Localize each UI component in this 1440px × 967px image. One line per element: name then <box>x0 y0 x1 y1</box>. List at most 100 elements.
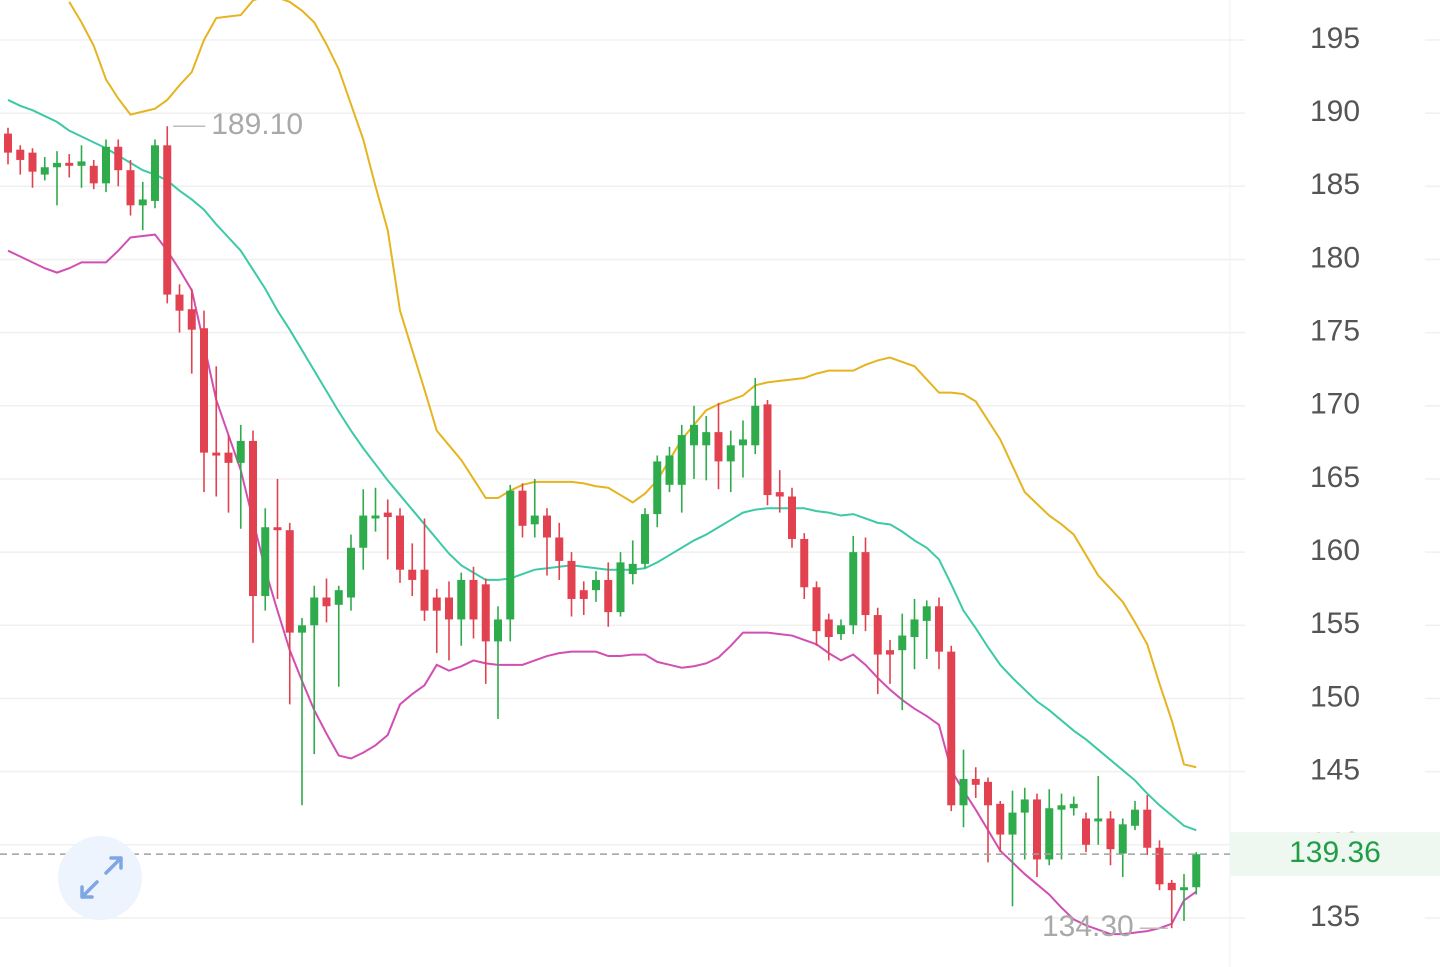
y-tick-label: 175 <box>1310 315 1360 348</box>
y-tick-label: 170 <box>1310 388 1360 421</box>
candle-body <box>249 440 257 597</box>
candle-body <box>935 606 943 652</box>
candle-body <box>996 803 1005 835</box>
candle-body <box>494 619 502 642</box>
candle-body <box>592 579 600 591</box>
candle-body <box>763 404 772 496</box>
candle-body <box>922 606 931 621</box>
candle-body <box>273 527 282 531</box>
expand-button[interactable] <box>58 836 142 920</box>
y-tick-label: 190 <box>1310 95 1360 128</box>
candle-body <box>555 537 564 561</box>
candle-body <box>175 294 184 311</box>
candle-body <box>1167 882 1176 891</box>
candle-body <box>65 162 74 166</box>
candle-body <box>200 328 208 453</box>
candle-body <box>947 651 956 806</box>
candle-body <box>628 563 637 575</box>
candle-body <box>77 161 86 166</box>
candle-body <box>788 496 796 539</box>
candle-body <box>163 145 172 295</box>
candle-body <box>910 619 919 638</box>
candle-body <box>1131 809 1139 826</box>
candle-body <box>898 635 907 651</box>
last-price-label: 139.36 <box>1289 836 1381 869</box>
candle-body <box>224 452 233 463</box>
candle-body <box>1143 809 1152 848</box>
candle-body <box>334 590 343 605</box>
y-tick-label: 145 <box>1310 754 1360 787</box>
candle-body <box>530 515 539 525</box>
candle-body <box>579 590 588 599</box>
candle-body <box>800 538 809 588</box>
candle-body <box>812 587 821 632</box>
candle-body <box>102 146 110 184</box>
candle-body <box>751 405 760 446</box>
max-label: 189.10 <box>211 108 303 141</box>
candle-body <box>469 579 478 620</box>
candle-body <box>1033 799 1041 860</box>
candle-body <box>126 170 135 206</box>
candle-body <box>959 778 968 806</box>
candle-body <box>457 579 466 620</box>
candle-body <box>886 650 894 655</box>
candle-body <box>16 149 25 160</box>
candle-body <box>310 597 319 626</box>
candle-body <box>1045 808 1054 860</box>
candle-body <box>1118 824 1127 854</box>
candle-body <box>396 515 404 570</box>
candle-body <box>285 530 294 633</box>
candle-body <box>359 515 368 548</box>
last-price-box <box>1230 832 1440 877</box>
y-tick-label: 150 <box>1310 680 1360 713</box>
band-line <box>68 0 1197 769</box>
y-tick-label: 180 <box>1310 241 1360 274</box>
candle-body <box>53 162 61 168</box>
y-tick-label: 160 <box>1310 534 1360 567</box>
candle-body <box>4 133 12 153</box>
candle-body <box>775 492 784 497</box>
candle-body <box>28 152 37 172</box>
candle-body <box>653 461 662 515</box>
candle-body <box>677 435 686 485</box>
candle-body <box>322 597 331 607</box>
candle-body <box>604 579 613 613</box>
candle-body <box>40 167 49 175</box>
candle-body <box>151 145 159 201</box>
expand-icon[interactable] <box>80 856 123 899</box>
candle-body <box>212 452 221 456</box>
candle-body <box>861 552 870 616</box>
candle-body <box>138 199 147 206</box>
candle-body <box>187 309 196 330</box>
candle-body <box>89 165 98 184</box>
y-tick-label: 135 <box>1310 900 1360 933</box>
candle-body <box>665 455 674 485</box>
candle-body <box>1020 799 1029 813</box>
candle-body <box>824 619 833 638</box>
candle-body <box>702 432 711 446</box>
candle-body <box>543 515 551 538</box>
candle-body <box>1082 818 1090 845</box>
candle-body <box>261 527 270 597</box>
y-tick-label: 155 <box>1310 607 1360 640</box>
candle-body <box>1094 818 1103 822</box>
candle-body <box>236 440 245 463</box>
y-tick-label: 185 <box>1310 168 1360 201</box>
candle-body <box>873 615 882 655</box>
candle-body <box>739 439 747 446</box>
candle-body <box>481 584 490 642</box>
candle-body <box>420 569 429 611</box>
candle-body <box>837 625 845 635</box>
y-tick-label: 165 <box>1310 461 1360 494</box>
candle-body <box>1180 887 1188 891</box>
candle-body <box>690 424 698 446</box>
candle-body <box>445 597 453 620</box>
candle-body <box>408 569 417 580</box>
candle-body <box>506 490 515 620</box>
candle-body <box>383 512 392 518</box>
band-line <box>7 233 1197 936</box>
candle-body <box>1069 803 1078 809</box>
expand-bg[interactable] <box>58 836 142 920</box>
candle-body <box>714 432 723 462</box>
